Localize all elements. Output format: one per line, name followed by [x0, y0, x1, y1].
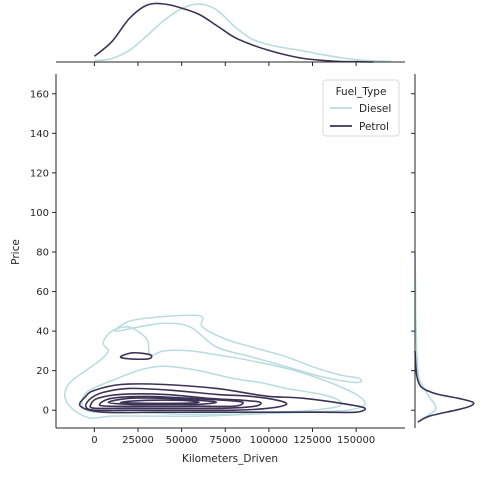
x-tick-label: 25000 [122, 435, 154, 446]
x-tick-label: 0 [91, 435, 97, 446]
contour-petrol-l3 [89, 393, 262, 410]
y-axis-label: Price [10, 239, 22, 265]
right-marginal-panel [414, 74, 475, 428]
x-tick-label: 150000 [337, 435, 375, 446]
contour-petrol-l5 [107, 397, 218, 406]
contour-layer [63, 314, 367, 419]
top-marginal-panel [56, 2, 405, 63]
y-axis: 0 20 40 60 80 100 120 140 160 [30, 89, 415, 417]
contour-diesel-upper [114, 314, 363, 384]
y-tick: 40 [36, 327, 415, 338]
contour-petrol-l1 [78, 383, 367, 414]
y-tick-label: 160 [30, 89, 49, 100]
legend-petrol-label: Petrol [359, 121, 389, 133]
x-axis-label: Kilometers_Driven [182, 453, 278, 465]
marginal-x-diesel [94, 3, 392, 63]
x-tick-label: 50000 [166, 435, 198, 446]
y-tick-label: 20 [36, 366, 49, 377]
contour-petrol-l4 [98, 395, 244, 408]
x-tick-label: 125000 [293, 435, 331, 446]
y-tick-label: 60 [36, 287, 49, 298]
contour-diesel-outer [63, 326, 366, 419]
x-axis: 0 25000 50000 75000 100000 125000 150000 [91, 62, 375, 446]
y-tick: 120 [30, 168, 415, 179]
x-tick: 25000 [122, 62, 154, 446]
marginal-y-diesel [414, 251, 437, 423]
legend-diesel-label: Diesel [359, 103, 391, 115]
marginal-x-petrol [93, 2, 374, 63]
y-tick-label: 100 [30, 208, 49, 219]
x-tick: 150000 [337, 62, 375, 446]
legend: Fuel_Type Diesel Petrol [322, 79, 400, 137]
y-tick: 60 [36, 287, 415, 298]
x-tick-label: 75000 [209, 435, 241, 446]
y-tick-label: 0 [43, 406, 49, 417]
y-tick: 20 [36, 366, 415, 377]
y-tick-label: 140 [30, 129, 49, 140]
x-tick: 0 [91, 62, 98, 446]
y-tick: 160 [30, 89, 415, 100]
legend-title: Fuel_Type [336, 86, 387, 98]
y-tick-label: 40 [36, 327, 49, 338]
x-tick: 125000 [293, 62, 332, 446]
contour-petrol-l6 [119, 399, 200, 405]
y-tick-label: 80 [36, 247, 49, 258]
contour-petrol-l2 [84, 387, 288, 412]
x-tick: 50000 [166, 62, 198, 446]
y-tick: 0 [43, 406, 415, 417]
x-tick: 100000 [250, 62, 288, 446]
y-tick: 140 [30, 129, 415, 140]
marginal-y-petrol [414, 350, 475, 423]
main-panel: 0 25000 50000 75000 100000 125000 150000 0 20 40… [30, 62, 415, 446]
contour-diesel-mid [81, 365, 343, 416]
y-tick: 100 [30, 208, 415, 219]
y-tick-label: 120 [30, 168, 49, 179]
contour-petrol-blob [119, 351, 153, 360]
x-tick-label: 100000 [250, 435, 288, 446]
x-tick: 75000 [209, 62, 241, 446]
legend-frame [322, 79, 400, 137]
y-tick: 80 [36, 247, 415, 258]
